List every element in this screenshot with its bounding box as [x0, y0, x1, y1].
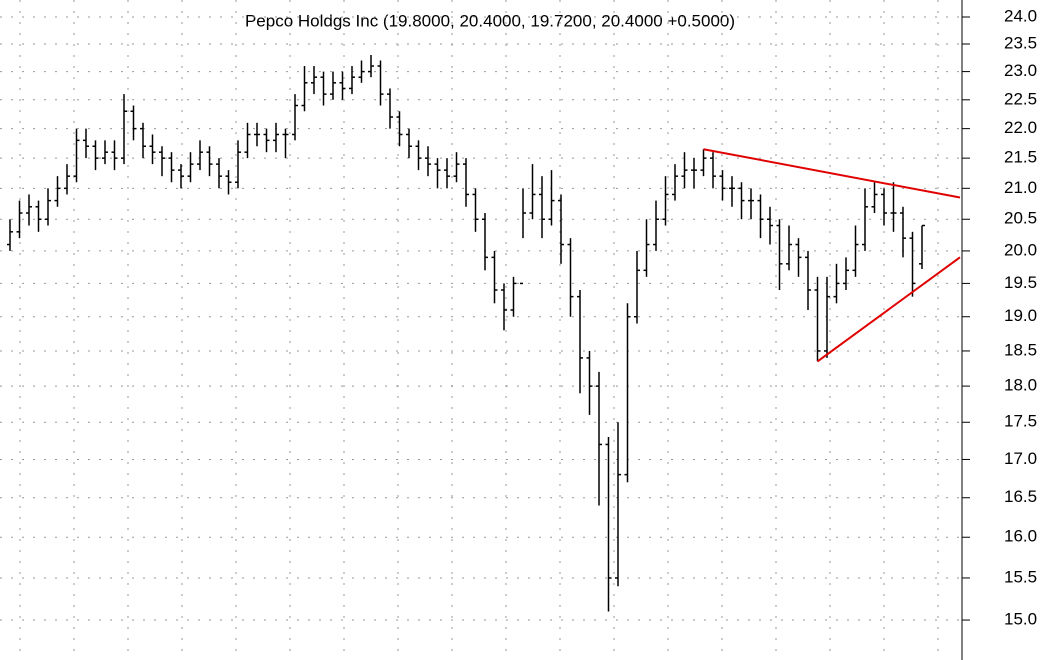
- trendline: [816, 256, 961, 363]
- y-tick-label: 20.5: [1004, 209, 1037, 228]
- trendline: [703, 148, 961, 199]
- y-tick-label: 15.5: [1004, 567, 1037, 586]
- y-tick-label: 22.0: [1004, 118, 1037, 137]
- y-tick-label: 18.0: [1004, 376, 1037, 395]
- y-tick-label: 15.0: [1004, 610, 1037, 629]
- y-tick-label: 16.5: [1004, 487, 1037, 506]
- y-tick-label: 21.5: [1004, 148, 1037, 167]
- y-tick-label: 17.5: [1004, 412, 1037, 431]
- y-tick-label: 16.0: [1004, 527, 1037, 546]
- y-tick-label: 22.5: [1004, 89, 1037, 108]
- y-tick-label: 18.5: [1004, 340, 1037, 359]
- y-tick-label: 17.0: [1004, 449, 1037, 468]
- y-tick-label: 21.0: [1004, 178, 1037, 197]
- y-tick-label: 19.0: [1004, 306, 1037, 325]
- y-tick-label: 20.0: [1004, 240, 1037, 259]
- y-tick-label: 24.0: [1004, 6, 1037, 25]
- y-tick-label: 19.5: [1004, 273, 1037, 292]
- chart-title: Pepco Holdgs Inc (19.8000, 20.4000, 19.7…: [245, 11, 735, 30]
- y-tick-label: 23.0: [1004, 61, 1037, 80]
- y-tick-label: 23.5: [1004, 33, 1037, 52]
